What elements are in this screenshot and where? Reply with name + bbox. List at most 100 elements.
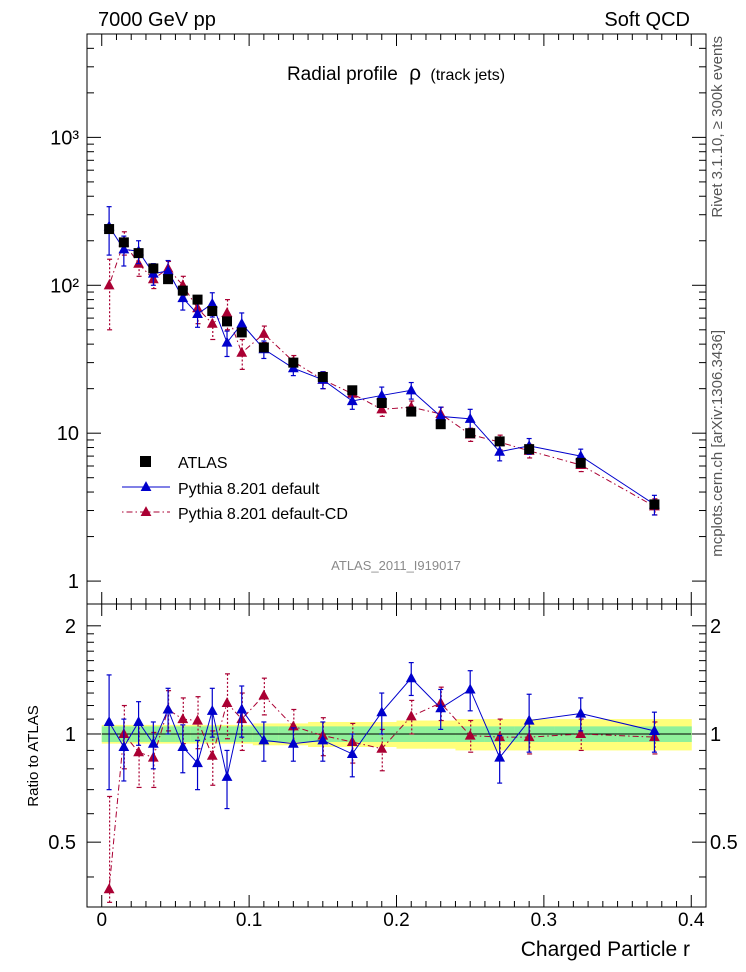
point-pythia-default xyxy=(177,292,189,303)
legend: ATLAS Pythia 8.201 default Pythia 8.201 de… xyxy=(122,455,348,523)
ratio-point-pythia-cd xyxy=(192,714,203,725)
ratio-point-pythia-cd xyxy=(464,729,476,740)
point-pythia-default xyxy=(376,389,388,400)
ratio-point-pythia-default xyxy=(464,683,476,694)
ratio-point-pythia-default xyxy=(206,704,218,715)
ratio-point-pythia-default xyxy=(405,672,417,683)
ratio-y-tick-label: 1 xyxy=(65,724,76,746)
point-pythia-default xyxy=(494,445,506,456)
point-atlas xyxy=(104,224,115,235)
header-right: Soft QCD xyxy=(604,9,690,31)
point-pythia-default xyxy=(575,450,587,461)
point-pythia-default xyxy=(236,317,248,328)
legend-marker-pythia-cd xyxy=(140,506,152,517)
point-atlas xyxy=(435,419,446,430)
ratio-y-tick-label: 2 xyxy=(65,616,76,638)
point-pythia-default xyxy=(405,384,417,395)
y-tick-label: 10³ xyxy=(50,127,79,149)
point-atlas xyxy=(575,457,586,468)
ratio-plot-frame xyxy=(86,603,707,908)
point-atlas xyxy=(465,428,476,439)
ratio-point-pythia-cd xyxy=(133,746,144,757)
y-tick-label: 1 xyxy=(68,571,79,593)
ratio-point-pythia-default xyxy=(147,737,159,748)
data-layer xyxy=(103,206,660,903)
ratio-point-pythia-default xyxy=(494,751,506,762)
point-pythia-default xyxy=(464,413,476,423)
ratio-y-tick-label-right: 1 xyxy=(710,724,721,746)
ratio-point-pythia-cd xyxy=(405,710,417,721)
ratio-point-pythia-cd xyxy=(258,689,270,700)
ratio-point-pythia-default xyxy=(103,716,115,727)
x-tick-label: 0.1 xyxy=(236,910,262,931)
ratio-y-tick-label: 0.5 xyxy=(48,832,76,854)
ratio-point-pythia-default xyxy=(192,757,203,768)
x-tick-label: 0.3 xyxy=(531,910,557,931)
ratio-point-pythia-default xyxy=(317,734,329,745)
x-tick-label: 0 xyxy=(96,910,107,931)
point-atlas xyxy=(163,274,174,285)
point-pythia-cd xyxy=(103,279,115,290)
point-atlas xyxy=(288,357,299,368)
title-sub: (track jets) xyxy=(430,67,505,84)
ratio-point-pythia-default xyxy=(287,737,299,748)
ticks-layer: 0 0.1 0.2 0.3 0.4 1 10 10² 10³ 0.5 0.5 1 1 2 2 xyxy=(48,33,738,931)
ratio-point-pythia-cd xyxy=(221,697,233,708)
point-atlas xyxy=(236,327,247,338)
ratio-point-pythia-default xyxy=(221,770,233,781)
ratio-point-pythia-default xyxy=(376,706,388,717)
x-axis-title: Charged Particle r xyxy=(521,938,690,961)
point-atlas xyxy=(494,436,505,447)
point-atlas xyxy=(347,385,358,396)
legend-marker-atlas xyxy=(140,456,151,467)
point-pythia-cd xyxy=(206,317,218,328)
header-left: 7000 GeV pp xyxy=(98,9,216,31)
chart-title: Radial profile ρ (track jets) xyxy=(287,62,505,85)
y-tick-label: 10² xyxy=(50,275,79,297)
point-atlas xyxy=(524,444,535,455)
x-tick-label: 0.2 xyxy=(383,910,409,931)
point-pythia-cd xyxy=(258,327,270,338)
point-pythia-cd xyxy=(221,307,233,318)
point-pythia-cd xyxy=(236,346,248,357)
ratio-point-pythia-cd xyxy=(575,728,587,739)
point-atlas xyxy=(649,499,660,510)
point-atlas xyxy=(222,316,233,327)
point-atlas xyxy=(177,285,188,296)
legend-marker-pythia-default xyxy=(140,481,152,492)
point-pythia-default xyxy=(192,308,203,318)
ratio-point-pythia-default xyxy=(133,716,144,727)
series-line-pythia-default xyxy=(108,226,655,505)
ratio-y-tick-label-right: 0.5 xyxy=(710,832,738,854)
point-atlas xyxy=(258,342,269,353)
point-atlas xyxy=(118,237,129,248)
ratio-y-tick-label-right: 2 xyxy=(710,616,721,638)
x-tick-label: 0.4 xyxy=(678,910,705,931)
legend-label: Pythia 8.201 default-CD xyxy=(178,506,348,523)
ratio-line-pythia-default xyxy=(108,677,655,777)
ratio-point-pythia-default xyxy=(162,703,174,714)
ratio-point-pythia-default xyxy=(523,714,535,725)
point-pythia-default xyxy=(435,410,447,421)
point-atlas xyxy=(207,306,218,317)
point-atlas xyxy=(148,263,159,274)
ratio-y-axis-title: Ratio to ATLAS xyxy=(25,705,42,806)
ratio-point-pythia-default xyxy=(435,702,447,713)
ratio-point-pythia-default xyxy=(649,725,660,735)
title-symbol: ρ xyxy=(409,62,421,85)
title-main: Radial profile xyxy=(287,64,398,85)
point-atlas xyxy=(406,406,417,417)
y-tick-label: 10 xyxy=(57,423,79,445)
mcplots-label: mcplots.cern.ch [arXiv:1306.3436] xyxy=(709,330,726,557)
point-pythia-cd xyxy=(376,403,388,414)
point-pythia-default xyxy=(346,395,358,406)
ratio-point-pythia-cd xyxy=(287,720,299,731)
point-pythia-default xyxy=(118,243,130,254)
ratio-band-layer xyxy=(101,719,692,751)
point-atlas xyxy=(317,371,328,382)
point-atlas xyxy=(376,397,387,408)
ratio-point-pythia-cd xyxy=(376,742,388,753)
point-atlas xyxy=(133,248,144,259)
legend-label: ATLAS xyxy=(178,455,228,472)
